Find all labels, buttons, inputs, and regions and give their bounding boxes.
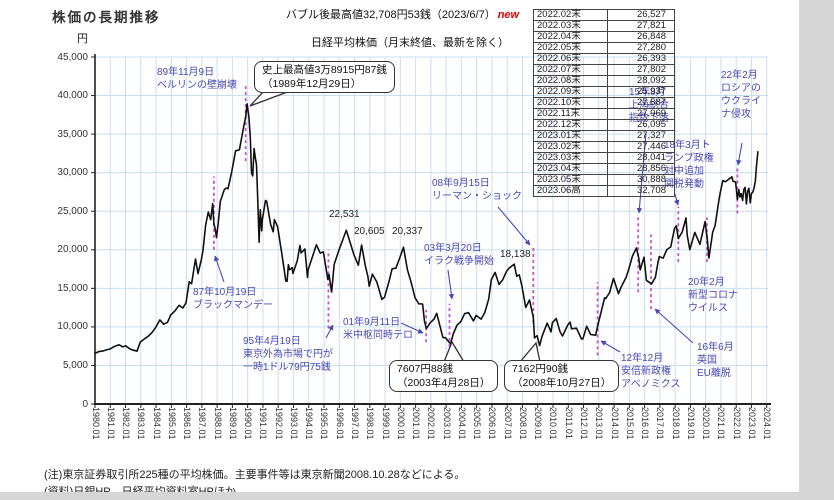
table-cell-value: 26,848: [607, 31, 675, 43]
table-row: 2022.06末 26,393: [533, 53, 675, 65]
callout-tail-record-high: [249, 90, 291, 107]
annotation-arrow-iraq-war: [447, 269, 455, 300]
table-row: 2022.09末 25,937: [533, 86, 675, 98]
callout-tail-low-2008: [518, 341, 541, 363]
new-badge: new: [497, 9, 520, 21]
table-cell-value: 28,092: [607, 75, 675, 87]
table-cell-date: 2023.03末: [533, 152, 608, 164]
screenshot-bottom-margin: [0, 492, 834, 500]
table-cell-date: 2023.01末: [533, 130, 608, 142]
table-cell-date: 2023.04末: [533, 163, 608, 175]
price-line: [94, 103, 759, 355]
table-cell-date: 2022.09末: [533, 86, 608, 98]
table-cell-value: 32,708: [607, 185, 675, 197]
table-row: 2022.02末 26,527: [533, 9, 675, 21]
bubble-high-note-text: バブル後最高値32,708円53銭（2023/6/7）: [286, 9, 496, 21]
annotation-arrow-brexit: [654, 308, 694, 344]
table-cell-date: 2023.06高: [533, 185, 608, 197]
annotation-arrow-trump-tariffs: [674, 193, 680, 206]
table-row: 2022.03末 27,821: [533, 20, 675, 32]
table-cell-value: 27,802: [607, 64, 675, 76]
table-row: 2022.10末 27,587: [533, 97, 675, 109]
table-cell-date: 2023.05末: [533, 174, 608, 186]
page-title: 株価の長期推移: [52, 10, 161, 25]
bubble-high-note: バブル後最高値32,708円53銭（2023/6/7） new: [286, 6, 519, 22]
table-cell-value: 26,095: [607, 119, 675, 131]
table-cell-value: 27,327: [607, 130, 675, 142]
table-cell-value: 27,587: [607, 97, 675, 109]
table-row: 2022.04末 26,848: [533, 31, 675, 43]
table-row: 2023.03末 28,041: [533, 152, 675, 164]
y-axis-unit-label: 円: [77, 33, 88, 45]
table-row: 2023.01末 27,327: [533, 130, 675, 142]
table-row: 2022.12末 26,095: [533, 119, 675, 131]
table-cell-date: 2022.02末: [533, 9, 608, 21]
table-cell-value: 28,856: [607, 163, 675, 175]
table-cell-date: 2022.05末: [533, 42, 608, 54]
table-row: 2022.11末 27,969: [533, 108, 675, 120]
annotation-arrow-sept-11: [400, 322, 424, 334]
monthly-close-table: 2022.02末 26,527 2022.03末 27,821 2022.04末 26,8…: [533, 9, 675, 197]
chart-subtitle: 日経平均株価（月末終値、最新を除く）: [311, 37, 509, 49]
annotation-arrow-abenomics: [600, 340, 621, 353]
footnote-source-note: (注)東京証券取引所225種の平均株価。主要事件等は東京新聞2008.10.28…: [44, 469, 466, 481]
annotation-arrow-lehman-shock: [497, 206, 531, 246]
table-row: 2023.04末 28,856: [533, 163, 675, 175]
table-row: 2022.08末 28,092: [533, 75, 675, 87]
annotation-arrow-yen-79-75: [325, 324, 334, 339]
axes: [91, 54, 771, 408]
table-row: 2023.06高 32,708: [533, 185, 675, 197]
table-cell-date: 2022.11末: [533, 108, 608, 120]
table-cell-date: 2022.07末: [533, 64, 608, 76]
table-cell-value: 27,280: [607, 42, 675, 54]
table-cell-date: 2022.10末: [533, 97, 608, 109]
annotation-arrow-ukraine-invasion: [736, 142, 743, 166]
table-cell-value: 27,969: [607, 108, 675, 120]
table-cell-date: 2022.03末: [533, 20, 608, 32]
table-row: 2022.05末 27,280: [533, 42, 675, 54]
table-cell-value: 26,393: [607, 53, 675, 65]
table-cell-date: 2022.08末: [533, 75, 608, 87]
table-cell-value: 26,527: [607, 9, 675, 21]
table-cell-value: 30,888: [607, 174, 675, 186]
table-cell-date: 2022.12末: [533, 119, 608, 131]
table-cell-date: 2023.02末: [533, 141, 608, 153]
table-cell-value: 27,821: [607, 20, 675, 32]
screenshot-right-margin: [799, 0, 834, 500]
table-row: 2022.07末 27,802: [533, 64, 675, 76]
table-cell-value: 25,937: [607, 86, 675, 98]
table-cell-value: 28,041: [607, 152, 675, 164]
table-cell-value: 27,446: [607, 141, 675, 153]
event-lines: [213, 83, 739, 356]
table-cell-date: 2022.06末: [533, 53, 608, 65]
annotation-arrow-black-monday: [214, 255, 225, 283]
table-cell-date: 2022.04末: [533, 31, 608, 43]
table-row: 2023.05末 30,888: [533, 174, 675, 186]
table-row: 2023.02末 27,446: [533, 141, 675, 153]
